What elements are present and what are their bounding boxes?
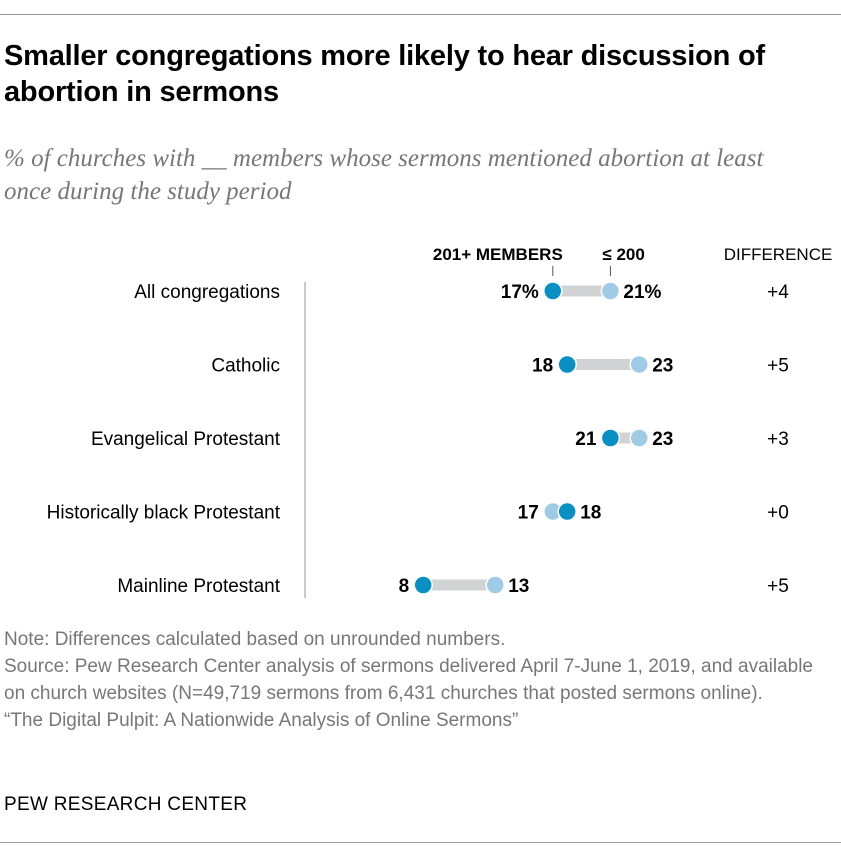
dot-small-congregation [485, 575, 505, 595]
value-label-low: 17% [501, 282, 539, 303]
notes: Note: Differences calculated based on un… [4, 626, 834, 734]
report-title: “The Digital Pulpit: A Nationwide Analys… [4, 710, 519, 731]
dot-large-congregation [543, 281, 563, 301]
difference-value: +5 [767, 356, 789, 377]
category-label: Mainline Protestant [117, 576, 280, 597]
chart-title: Smaller congregations more likely to hea… [4, 40, 765, 108]
brand-logo-text: PEW RESEARCH CENTER [4, 794, 248, 815]
dot-large-congregation [600, 428, 621, 448]
category-label: All congregations [134, 282, 280, 303]
dot-large-congregation [557, 354, 577, 375]
bottom-rule [0, 842, 841, 843]
difference-header: DIFFERENCE [724, 245, 833, 264]
category-label: Catholic [211, 356, 280, 377]
chart-subtitle: % of churches with __ members whose serm… [4, 145, 764, 205]
legend-label-small: ≤ 200 [602, 245, 644, 264]
value-label-high: 23 [652, 356, 673, 377]
value-label-high: 13 [508, 576, 529, 597]
dot-small-congregation [629, 428, 649, 448]
source-text: Source: Pew Research Center analysis of … [4, 656, 814, 704]
top-rule [0, 14, 841, 15]
difference-value: +5 [767, 576, 789, 597]
value-label-low: 18 [532, 356, 553, 377]
dot-large-congregation [557, 501, 577, 522]
legend-label-large: 201+ MEMBERS [433, 245, 563, 264]
category-label: Historically black Protestant [47, 503, 281, 524]
value-label-low: 8 [399, 576, 410, 597]
dot-plot: 201+ MEMBERS ≤ 200 DIFFERENCE All congregat… [47, 245, 833, 598]
note-text: Note: Differences calculated based on un… [4, 629, 506, 650]
dot-small-congregation [629, 354, 649, 375]
dot-small-congregation [600, 281, 621, 301]
difference-value: +3 [767, 429, 789, 450]
value-label-low: 17 [518, 503, 539, 524]
dot-large-congregation [413, 575, 433, 595]
value-label-low: 21 [575, 429, 597, 450]
difference-value: +0 [767, 503, 789, 524]
category-label: Evangelical Protestant [91, 429, 281, 450]
difference-value: +4 [767, 282, 789, 303]
value-label-high: 18 [580, 503, 601, 524]
value-label-high: 21% [623, 282, 661, 303]
value-label-high: 23 [652, 429, 673, 450]
